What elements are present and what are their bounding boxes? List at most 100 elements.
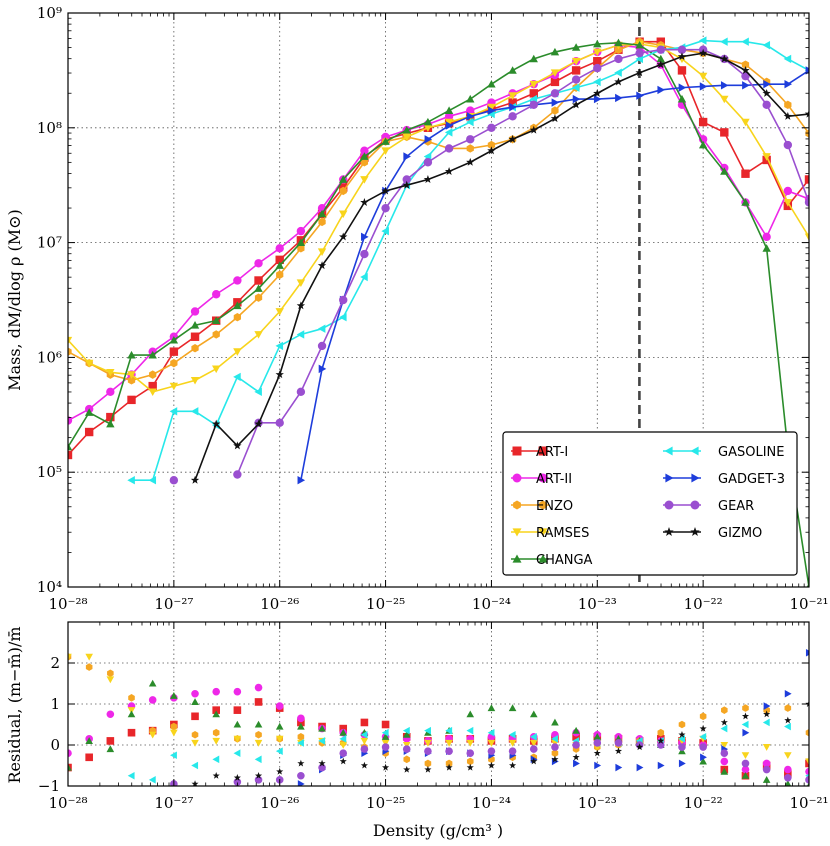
residual-point-gizmo: [339, 757, 347, 765]
residual-point-ramses: [68, 653, 72, 661]
top-x-tick-label: 10⁻²⁴: [472, 595, 511, 613]
data-point-changa: [571, 43, 581, 51]
data-point-changa: [720, 167, 729, 175]
data-point-art-i: [741, 169, 750, 178]
data-point-ramses: [487, 103, 496, 112]
data-point-ramses: [317, 248, 327, 256]
data-point-gadget-3: [488, 106, 496, 115]
data-point-art-i: [698, 117, 708, 127]
bottom-plot-frame: [67, 621, 810, 787]
data-point-ramses: [423, 124, 433, 132]
data-point-gasoline: [381, 226, 389, 236]
legend-label-ramses: RAMSES: [536, 526, 589, 541]
residual-point-art-ii: [720, 757, 729, 766]
residual-point-gizmo: [212, 772, 220, 779]
data-point-art-i: [804, 175, 809, 184]
data-point-gizmo: [444, 167, 454, 175]
residual-point-gasoline: [508, 730, 516, 739]
legend-item-art-ii: ART-II: [511, 472, 572, 487]
legend-label-gasoline: GASOLINE: [718, 445, 784, 460]
data-point-art-ii: [68, 416, 73, 425]
residual-point-art-ii: [297, 714, 305, 723]
residual-point-gadget-3: [636, 763, 644, 772]
data-point-changa: [68, 442, 73, 451]
legend-marker-ramses: [512, 528, 522, 537]
residual-point-gizmo: [191, 780, 199, 786]
data-point-gizmo: [550, 114, 560, 123]
legend-marker-art-i: [512, 446, 522, 456]
data-point-gizmo: [698, 48, 708, 57]
residual-point-changa: [339, 728, 348, 736]
data-point-enzo: [741, 60, 750, 69]
data-point-gadget-3: [742, 81, 750, 90]
residual-point-ramses: [720, 741, 729, 749]
data-point-gizmo: [190, 475, 200, 484]
residual-point-gear: [551, 743, 559, 751]
data-point-ramses: [741, 118, 750, 127]
residual-point-changa: [720, 767, 729, 775]
top-plot-frame: [67, 12, 810, 588]
residual-point-gizmo: [466, 763, 474, 771]
data-point-gasoline: [190, 407, 199, 416]
residual-point-ramses: [741, 752, 750, 760]
residual-point-gasoline: [191, 761, 199, 770]
data-point-gadget-3: [572, 94, 581, 104]
data-point-gear: [360, 249, 369, 259]
data-point-ramses: [508, 92, 517, 100]
residual-point-gasoline: [720, 724, 728, 733]
top-y-tick-label: 10⁵: [37, 463, 62, 481]
residual-point-enzo: [678, 720, 686, 729]
legend-marker-gizmo: [664, 527, 674, 537]
residual-point-art-ii: [805, 767, 809, 776]
residual-point-gasoline: [402, 726, 410, 735]
legend-item-gasoline: GASOLINE: [663, 445, 784, 460]
residual-point-art-ii: [68, 749, 72, 757]
data-point-gear: [783, 140, 793, 150]
residual-point-gasoline: [762, 718, 770, 727]
bottom-x-tick-label: 10⁻²²: [684, 794, 723, 812]
data-point-art-i: [106, 412, 115, 422]
residual-point-changa: [741, 771, 750, 779]
residual-point-gizmo: [509, 761, 517, 769]
residual-point-gizmo: [636, 743, 644, 751]
top-x-tick-label: 10⁻²³: [578, 595, 617, 613]
series-gasoline: [127, 36, 809, 485]
legend-label-art-i: ART-I: [536, 445, 568, 460]
residual-point-gear: [402, 745, 411, 753]
top-y-tick-label: 10⁴: [37, 578, 62, 596]
data-point-gasoline: [339, 313, 347, 322]
data-point-changa: [762, 244, 771, 252]
residual-point-changa: [85, 737, 93, 744]
x-axis-label: Density (g/cm³ ): [373, 821, 503, 840]
data-point-ramses: [762, 153, 771, 161]
data-point-enzo: [276, 270, 284, 279]
residual-point-gizmo: [678, 731, 686, 738]
data-point-ramses: [571, 57, 581, 66]
data-point-gear: [804, 198, 809, 207]
data-point-gadget-3: [509, 102, 517, 112]
data-point-gadget-3: [763, 79, 771, 89]
data-point-art-ii: [296, 226, 306, 236]
residual-point-gasoline: [254, 755, 262, 764]
bottom-y-axis-label: Residual, (m−m̄)/m̄: [5, 626, 24, 783]
residual-point-ramses: [212, 737, 220, 745]
residual-point-enzo: [445, 759, 453, 768]
data-point-gear: [466, 135, 475, 144]
residual-point-enzo: [721, 706, 728, 714]
residual-point-gear: [678, 743, 686, 751]
residual-point-gadget-3: [784, 689, 792, 698]
data-point-gizmo: [402, 180, 411, 189]
data-point-gizmo: [212, 419, 221, 428]
residual-point-ramses: [191, 739, 199, 747]
residual-point-gizmo: [254, 772, 263, 779]
series-line-gadget-3: [300, 69, 809, 481]
residual-point-changa: [127, 710, 136, 718]
residual-point-gizmo: [403, 765, 411, 773]
data-point-gear: [487, 123, 496, 132]
data-point-changa: [233, 301, 242, 310]
residual-point-gizmo: [530, 757, 538, 765]
residual-point-art-ii: [254, 683, 263, 692]
data-point-enzo: [360, 158, 369, 167]
residual-point-gizmo: [382, 763, 390, 771]
